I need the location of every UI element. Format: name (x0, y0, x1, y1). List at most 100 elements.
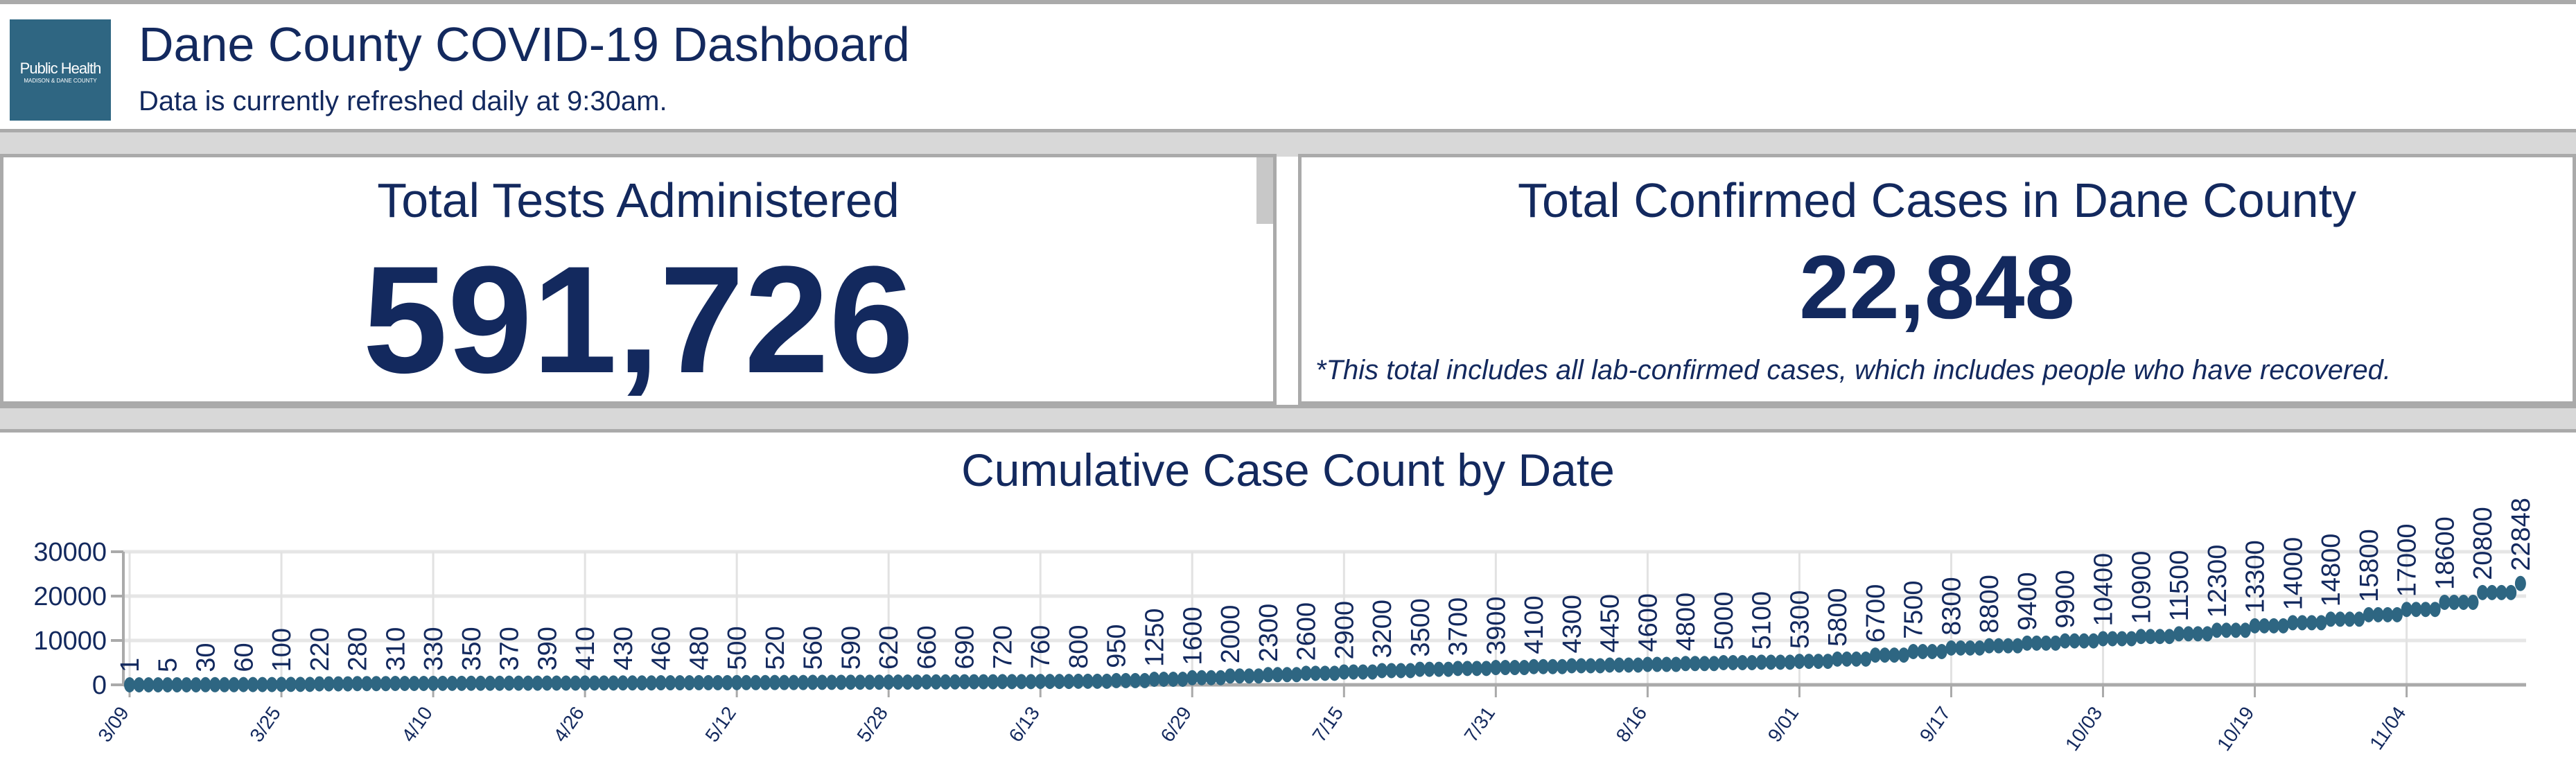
data-point (2230, 622, 2242, 638)
data-label: 560 (799, 626, 828, 670)
y-tick-label: 10000 (33, 627, 107, 656)
x-tick-label: 9/01 (1764, 703, 1803, 746)
data-point (2419, 602, 2431, 618)
data-point (493, 675, 505, 691)
data-point (1490, 660, 1502, 676)
data-label: 9900 (2051, 570, 2080, 629)
data-point (1006, 674, 1018, 690)
data-point (2040, 635, 2052, 651)
data-point (598, 675, 610, 691)
x-tick-label: 10/19 (2213, 703, 2259, 755)
data-point (1205, 670, 1217, 686)
data-point (1717, 655, 1729, 670)
data-point (1262, 667, 1274, 683)
data-point (1035, 674, 1046, 690)
data-point (2144, 629, 2156, 645)
total-tests-card: Total Tests Administered 591,726 (0, 154, 1277, 405)
data-point (513, 675, 525, 691)
data-point (2022, 635, 2033, 651)
cases-value: 22,848 (1799, 236, 2075, 338)
data-point (2097, 631, 2109, 647)
data-point (2277, 618, 2289, 634)
data-point (2391, 606, 2403, 622)
data-point (2107, 631, 2119, 647)
data-point (333, 676, 344, 692)
data-point (1594, 658, 1606, 674)
data-label: 620 (875, 626, 904, 670)
data-point (1452, 661, 1464, 677)
data-point (532, 675, 543, 691)
x-tick-label: 7/31 (1460, 703, 1500, 746)
data-point (1651, 656, 1663, 672)
data-point (2457, 594, 2469, 610)
data-point (2087, 633, 2099, 649)
data-point (1063, 674, 1075, 690)
data-label: 5100 (1748, 591, 1777, 650)
data-point (1841, 651, 1852, 667)
data-point (1661, 656, 1672, 672)
data-point (1509, 660, 1521, 676)
y-tick-label: 0 (92, 671, 107, 700)
data-label: 800 (1064, 625, 1094, 668)
data-point (902, 674, 913, 690)
data-point (1272, 667, 1283, 683)
data-point (2325, 611, 2337, 627)
data-label: 60 (229, 643, 259, 672)
x-tick-label: 4/26 (549, 703, 588, 746)
data-point (143, 677, 155, 692)
data-point (1585, 658, 1597, 674)
data-point (892, 674, 904, 690)
data-point (1765, 654, 1777, 670)
data-point (1746, 655, 1758, 670)
data-point (2486, 584, 2498, 600)
data-label: 5300 (1785, 591, 1814, 649)
data-point (987, 674, 999, 690)
data-point (171, 677, 183, 692)
data-point (740, 674, 752, 690)
x-tick-label: 8/16 (1612, 703, 1651, 746)
data-point (1225, 668, 1236, 684)
data-point (1290, 667, 1302, 683)
data-label: 2900 (1330, 601, 1359, 660)
data-point (920, 674, 932, 690)
x-tick-label: 4/10 (397, 703, 437, 746)
data-point (2078, 633, 2090, 649)
data-label: 14800 (2317, 534, 2346, 607)
data-point (1632, 657, 1644, 673)
data-point (181, 677, 193, 692)
x-tick-label: 10/03 (2061, 703, 2107, 755)
data-point (2514, 575, 2526, 591)
data-point (1974, 640, 1986, 656)
data-point (2164, 629, 2175, 645)
data-label: 5000 (1710, 591, 1739, 650)
data-point (2287, 615, 2299, 631)
data-point (826, 674, 838, 690)
data-point (655, 675, 667, 691)
data-point (617, 675, 629, 691)
data-point (864, 674, 875, 690)
data-label: 4800 (1672, 593, 1701, 652)
data-point (1253, 668, 1265, 684)
scrollbar-thumb[interactable] (1256, 157, 1273, 224)
data-point (1462, 661, 1473, 677)
data-point (1642, 656, 1654, 672)
data-point (2363, 606, 2374, 622)
data-point (2239, 622, 2251, 638)
data-label: 2300 (1254, 604, 1283, 663)
data-point (2211, 622, 2223, 638)
data-label: 8800 (1975, 575, 2004, 634)
data-point (1130, 672, 1141, 688)
data-point (1537, 658, 1549, 674)
data-point (1822, 654, 1834, 670)
data-point (930, 674, 942, 690)
data-point (2268, 618, 2279, 634)
data-point (247, 677, 259, 692)
data-point (2429, 602, 2441, 618)
data-point (295, 677, 306, 692)
data-label: 8300 (1937, 577, 1966, 636)
data-point (1385, 663, 1397, 679)
data-point (2002, 638, 2014, 654)
data-point (1812, 654, 1824, 670)
data-point (428, 675, 439, 691)
